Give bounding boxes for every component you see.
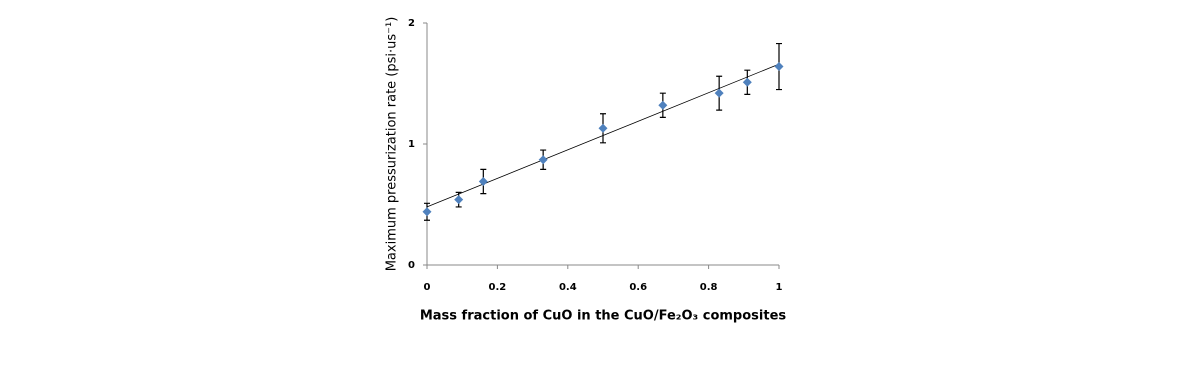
y-tick-label: 2 xyxy=(408,18,415,29)
data-point xyxy=(742,77,752,87)
data-point xyxy=(454,195,464,205)
x-tick-label: 0 xyxy=(424,282,431,293)
x-tick-label: 0.6 xyxy=(629,282,647,293)
y-tick-label: 0 xyxy=(408,260,415,271)
data-point xyxy=(774,62,784,72)
data-point xyxy=(658,100,668,110)
x-tick-label: 0.8 xyxy=(700,282,718,293)
y-tick-label: 1 xyxy=(408,139,415,150)
x-axis-title: Mass fraction of CuO in the CuO/Fe₂O₃ co… xyxy=(420,309,787,324)
data-point xyxy=(478,177,488,187)
data-point xyxy=(714,88,724,98)
y-axis-title: Maximum pressurization rate (psi·us⁻¹) xyxy=(385,17,400,272)
data-point xyxy=(538,155,548,165)
data-point xyxy=(422,207,432,217)
data-point xyxy=(598,123,608,133)
x-tick-label: 1 xyxy=(776,282,783,293)
x-tick-label: 0.4 xyxy=(559,282,577,293)
x-tick-label: 0.2 xyxy=(489,282,507,293)
